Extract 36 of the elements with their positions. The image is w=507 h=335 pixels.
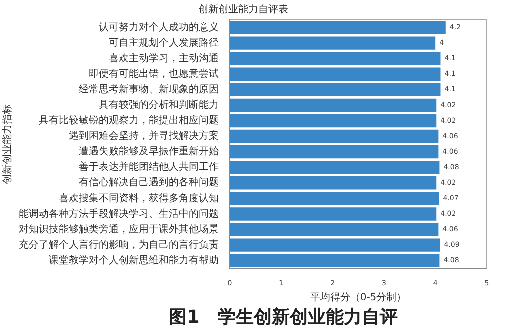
y-tick-label: 遭遇失败能够及早振作重新开始 — [79, 146, 219, 158]
y-tick-label: 认可努力对个人成功的意义 — [99, 21, 219, 34]
bar — [230, 21, 446, 34]
y-tick-label: 喜欢主动学习，主动沟通 — [109, 52, 219, 64]
bar — [230, 98, 437, 112]
bar — [230, 52, 441, 66]
y-tick-label: 具有较强的分析和判断能力 — [99, 99, 219, 112]
y-tick-label: 充分了解个人言行的影响，为自己的言行负责 — [19, 238, 219, 251]
y-tick-label: 善于表达并能团结他人共同工作 — [79, 161, 219, 174]
bar — [230, 114, 437, 128]
y-tick-label: 可自主规划个人发展路径 — [109, 36, 219, 49]
bar — [230, 161, 440, 174]
bar — [230, 208, 437, 221]
y-axis-title: 创新创业能力指标 — [2, 104, 14, 184]
bar — [230, 223, 439, 236]
bar — [230, 238, 440, 252]
caption: 图1 学生创新创业能力自评 — [168, 306, 399, 329]
bar — [230, 83, 441, 97]
bar — [230, 68, 441, 81]
y-tick-label: 有信心解决自己遇到的各种问题 — [79, 176, 219, 189]
y-tick-label: 对知识技能够触类旁通，应用于课外其他场景 — [19, 223, 219, 236]
y-tick-label: 能调动各种方法手段解决学习、生活中的问题 — [19, 208, 219, 220]
y-tick-label: 具有比较敏锐的观察力，能提出相应问题 — [39, 114, 219, 127]
bar — [230, 254, 440, 268]
bar — [230, 145, 439, 159]
bar — [230, 192, 440, 206]
x-axis-title: 平均得分（0-5分制） — [310, 292, 407, 304]
y-tick-label: 课堂教学对个人创新思维和能力有帮助 — [49, 254, 219, 266]
bar — [230, 130, 439, 144]
chart-title: 创新创业能力自评表 — [198, 4, 288, 16]
bar — [230, 36, 436, 50]
y-tick-label: 喜欢搜集不同资料，获得多角度认知 — [59, 192, 219, 204]
y-tick-label: 经常思考新事物、新现象的原因 — [79, 84, 219, 96]
y-tick-label: 遇到困难会坚持，并寻找解决方案 — [69, 130, 219, 142]
bar — [230, 176, 437, 190]
y-tick-label: 即便有可能出错，也愿意尝试 — [89, 68, 219, 80]
